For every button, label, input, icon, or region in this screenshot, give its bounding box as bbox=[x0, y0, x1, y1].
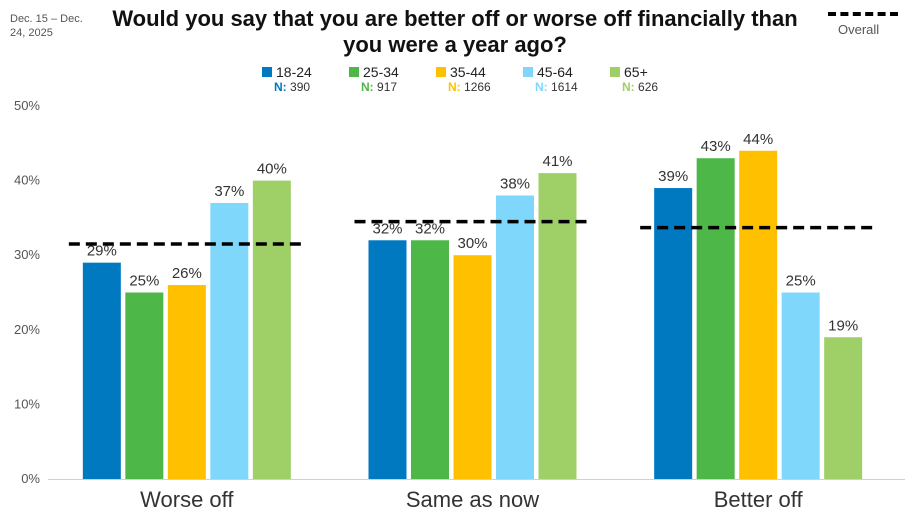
data-label: 41% bbox=[542, 153, 572, 170]
y-tick-label: 10% bbox=[14, 396, 40, 411]
legend-item-25-34: 25-34 N: 917 bbox=[349, 64, 436, 94]
chart-title: Would you say that you are better off or… bbox=[112, 6, 798, 57]
legend-n: N: 626 bbox=[622, 80, 697, 94]
y-tick-label: 0% bbox=[21, 471, 40, 486]
data-label: 44% bbox=[743, 131, 773, 148]
legend-label: 35-44 bbox=[450, 64, 486, 80]
overall-legend-label: Overall bbox=[838, 22, 880, 37]
legend-n-label: N: bbox=[448, 80, 461, 94]
y-tick-label: 50% bbox=[14, 98, 40, 113]
bar-45-64-better-off bbox=[781, 292, 820, 479]
legend-swatch bbox=[523, 67, 533, 77]
bar-45-64-worse-off bbox=[210, 202, 249, 480]
bar-45-64-same-as-now bbox=[496, 195, 534, 479]
overall-legend-line bbox=[828, 12, 898, 16]
data-label: 25% bbox=[786, 273, 816, 290]
legend: 18-24 N: 390 25-34 N: 917 35-44 N: 1266 … bbox=[262, 64, 697, 94]
data-label: 32% bbox=[415, 220, 445, 237]
legend-n-value: 390 bbox=[290, 80, 311, 94]
data-label: 39% bbox=[658, 168, 688, 185]
legend-n: N: 917 bbox=[361, 80, 436, 94]
data-label: 25% bbox=[129, 273, 159, 290]
bar-18-24-better-off bbox=[654, 188, 693, 479]
legend-label: 18-24 bbox=[276, 64, 312, 80]
bar-25-34-same-as-now bbox=[411, 240, 449, 479]
y-tick-label: 40% bbox=[14, 173, 40, 188]
data-label: 30% bbox=[457, 235, 487, 252]
data-label: 29% bbox=[87, 243, 117, 260]
data-label: 43% bbox=[701, 138, 731, 155]
legend-swatch bbox=[610, 67, 620, 77]
legend-n: N: 1266 bbox=[448, 80, 523, 94]
data-label: 26% bbox=[172, 265, 202, 282]
legend-n: N: 390 bbox=[274, 80, 349, 94]
legend-n-value: 917 bbox=[377, 80, 398, 94]
overall-legend: Overall bbox=[826, 10, 906, 40]
x-category-label: Worse off bbox=[140, 487, 234, 512]
data-label: 40% bbox=[257, 161, 287, 178]
bar-65+-worse-off bbox=[252, 180, 291, 479]
bar-25-34-better-off bbox=[696, 158, 735, 479]
bar-35-44-worse-off bbox=[167, 285, 206, 479]
legend-label: 25-34 bbox=[363, 64, 399, 80]
legend-swatch bbox=[349, 67, 359, 77]
legend-swatch bbox=[436, 67, 446, 77]
legend-swatch bbox=[262, 67, 272, 77]
bar-35-44-better-off bbox=[739, 150, 778, 479]
legend-item-65-plus: 65+ N: 626 bbox=[610, 64, 697, 94]
legend-n: N: 1614 bbox=[535, 80, 610, 94]
legend-n-value: 1266 bbox=[464, 80, 491, 94]
legend-item-45-64: 45-64 N: 1614 bbox=[523, 64, 610, 94]
legend-n-value: 626 bbox=[638, 80, 659, 94]
bar-35-44-same-as-now bbox=[453, 255, 492, 479]
bar-18-24-worse-off bbox=[82, 262, 121, 479]
legend-item-18-24: 18-24 N: 390 bbox=[262, 64, 349, 94]
legend-n-label: N: bbox=[361, 80, 374, 94]
legend-n-label: N: bbox=[535, 80, 548, 94]
y-tick-label: 20% bbox=[14, 322, 40, 337]
legend-label: 65+ bbox=[624, 64, 648, 80]
date-range: Dec. 15 – Dec. 24, 2025 bbox=[10, 13, 83, 39]
data-label: 38% bbox=[500, 176, 530, 193]
data-label: 32% bbox=[372, 220, 402, 237]
bar-18-24-same-as-now bbox=[368, 240, 407, 479]
bar-65+-same-as-now bbox=[538, 173, 577, 479]
legend-label: 45-64 bbox=[537, 64, 573, 80]
bar-65+-better-off bbox=[824, 337, 863, 479]
legend-n-value: 1614 bbox=[551, 80, 578, 94]
y-tick-label: 30% bbox=[14, 247, 40, 262]
x-category-label: Same as now bbox=[406, 487, 539, 512]
bar-25-34-worse-off bbox=[125, 292, 164, 479]
data-label: 19% bbox=[828, 317, 858, 334]
legend-n-label: N: bbox=[622, 80, 635, 94]
x-category-label: Better off bbox=[714, 487, 804, 512]
legend-n-label: N: bbox=[274, 80, 287, 94]
data-label: 37% bbox=[214, 183, 244, 200]
legend-item-35-44: 35-44 N: 1266 bbox=[436, 64, 523, 94]
